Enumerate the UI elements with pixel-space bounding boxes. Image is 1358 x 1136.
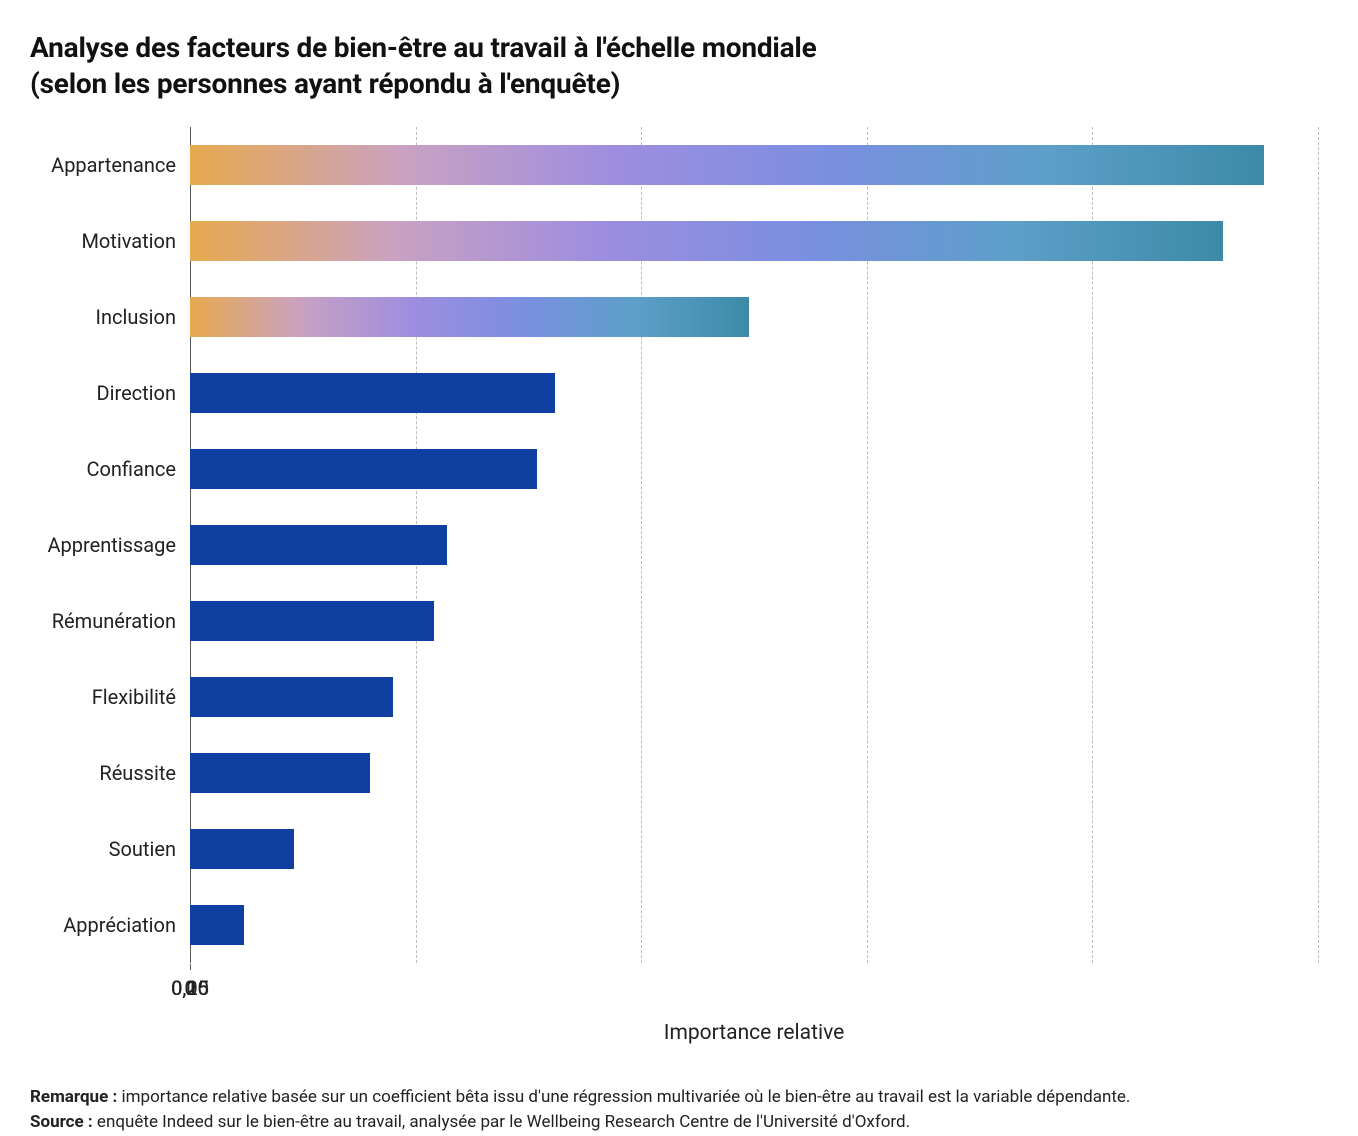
bar [190,373,555,413]
plot [190,127,1318,963]
bars-container [190,127,1318,963]
bar [190,601,434,641]
x-axis-label-row: Importance relative [30,1021,1318,1045]
bar-row [190,507,1318,583]
chart-footer: Remarque : importance relative basée sur… [30,1085,1318,1136]
bar-row [190,355,1318,431]
x-axis-label: Importance relative [190,1021,1318,1045]
x-axis-spacer [30,963,190,1009]
x-axis-wrap: 00,050,100,150,200,25 [30,963,1318,1009]
bar-row [190,583,1318,659]
chart-area: AppartenanceMotivationInclusionDirection… [30,127,1318,963]
chart-title: Analyse des facteurs de bien-être au tra… [30,30,1318,103]
footer-source: Source : enquête Indeed sur le bien-être… [30,1110,1318,1136]
bar [190,221,1223,261]
x-axis-label-spacer [30,1021,190,1045]
bar [190,753,370,793]
bar-row [190,203,1318,279]
bar [190,829,294,869]
y-axis-label: Inclusion [30,279,190,355]
y-axis-label: Réussite [30,735,190,811]
bar [190,677,393,717]
bar-row [190,887,1318,963]
footer-source-text: enquête Indeed sur le bien-être au trava… [93,1112,910,1132]
y-axis-label: Appartenance [30,127,190,203]
y-axis-label: Direction [30,355,190,431]
y-axis-label: Motivation [30,203,190,279]
bar [190,145,1264,185]
footer-source-label: Source : [30,1112,93,1132]
y-axis-label: Flexibilité [30,659,190,735]
bar-row [190,431,1318,507]
bar [190,449,537,489]
y-axis-label: Appréciation [30,887,190,963]
footer-remark-label: Remarque : [30,1087,117,1107]
bar [190,905,244,945]
y-axis-label: Confiance [30,431,190,507]
x-tick-label: 0,25 [171,976,209,1000]
bar-row [190,659,1318,735]
plot-wrap [190,127,1318,963]
y-axis-label: Apprentissage [30,507,190,583]
chart-page: Analyse des facteurs de bien-être au tra… [0,0,1358,1120]
chart-title-line1: Analyse des facteurs de bien-être au tra… [30,31,817,64]
x-tick-mark [190,964,191,970]
y-axis-label: Rémunération [30,583,190,659]
footer-remark-text: importance relative basée sur un coeffic… [117,1087,1130,1107]
bar-row [190,279,1318,355]
gridline [1318,127,1319,963]
y-axis-labels: AppartenanceMotivationInclusionDirection… [30,127,190,963]
bar-row [190,735,1318,811]
bar [190,297,749,337]
bar [190,525,447,565]
bar-row [190,127,1318,203]
bar-row [190,811,1318,887]
footer-remark: Remarque : importance relative basée sur… [30,1085,1318,1111]
chart-title-line2: (selon les personnes ayant répondu à l'e… [30,67,620,100]
y-axis-label: Soutien [30,811,190,887]
